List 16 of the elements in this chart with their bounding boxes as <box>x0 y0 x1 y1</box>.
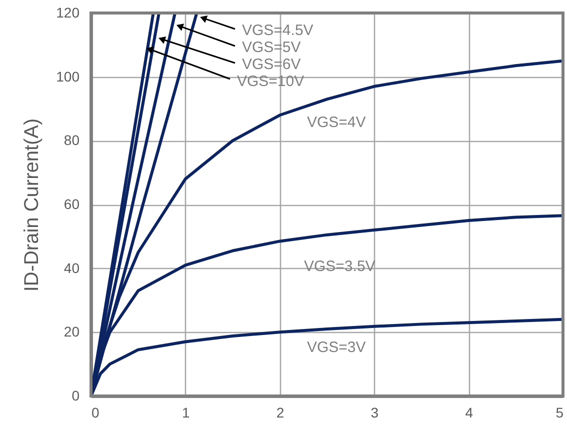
y-tick-label: 80 <box>64 132 80 148</box>
y-tick-label: 60 <box>64 196 80 212</box>
y-axis-title: ID-Drain Current(A) <box>21 118 44 292</box>
x-tick-label: 5 <box>556 404 564 420</box>
x-tick-label: 3 <box>370 404 379 420</box>
x-tick-label: 0 <box>92 404 100 420</box>
y-tick-label: 0 <box>72 388 80 404</box>
y-tick-label: 100 <box>56 68 80 84</box>
x-tick-label: 1 <box>182 404 190 420</box>
x-tick-label: 4 <box>465 404 474 420</box>
annotation: VGS=4V <box>307 114 366 131</box>
y-tick-label: 20 <box>64 324 80 340</box>
x-tick-label: 2 <box>276 404 284 420</box>
annotation: VGS=3V <box>307 339 366 356</box>
y-tick-label: 40 <box>64 260 80 276</box>
y-tick-label: 120 <box>56 4 80 20</box>
